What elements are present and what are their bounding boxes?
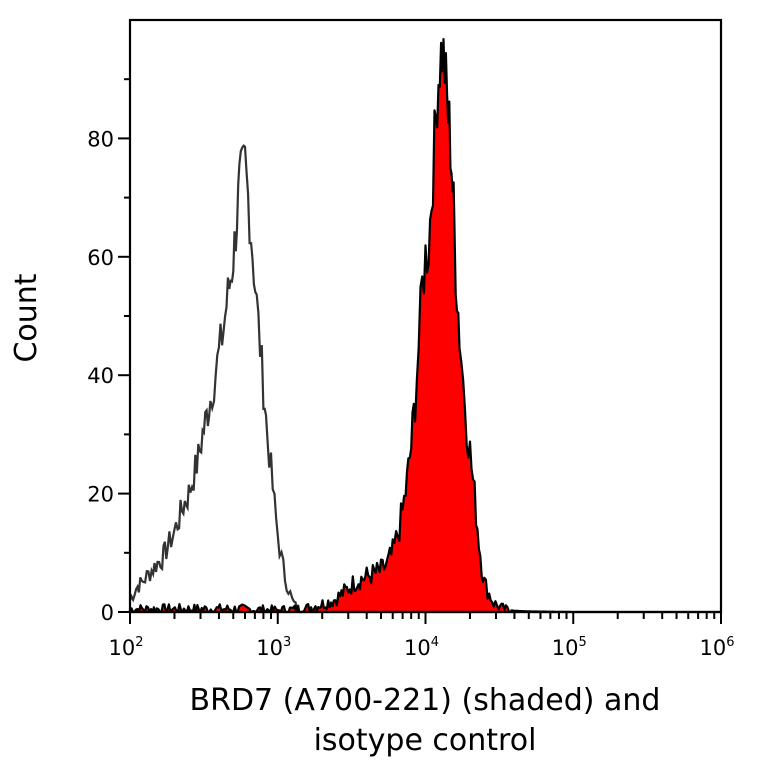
y-tick-label: 20 [87, 483, 114, 507]
y-tick-label: 40 [87, 364, 114, 388]
x-axis-title-line-2: isotype control [314, 723, 537, 758]
plot-area [128, 38, 723, 614]
y-tick-label: 60 [87, 246, 114, 270]
x-tick-label: 103 [256, 635, 291, 660]
isotype-control-histogram [128, 144, 309, 614]
brd7-shaded-histogram [128, 38, 723, 614]
y-axis: 0 20 40 60 80 [87, 78, 130, 625]
y-tick-label: 0 [101, 601, 114, 625]
x-tick-label: 102 [108, 635, 143, 660]
x-tick-label: 105 [552, 635, 587, 660]
y-axis-title: Count [9, 273, 44, 362]
x-axis-title-line-1: BRD7 (A700-221) (shaded) and [190, 683, 661, 718]
x-axis: 102 103 104 105 106 [108, 612, 735, 660]
x-tick-label: 104 [404, 635, 439, 660]
y-tick-label: 80 [87, 127, 114, 151]
x-tick-label: 106 [699, 635, 734, 660]
